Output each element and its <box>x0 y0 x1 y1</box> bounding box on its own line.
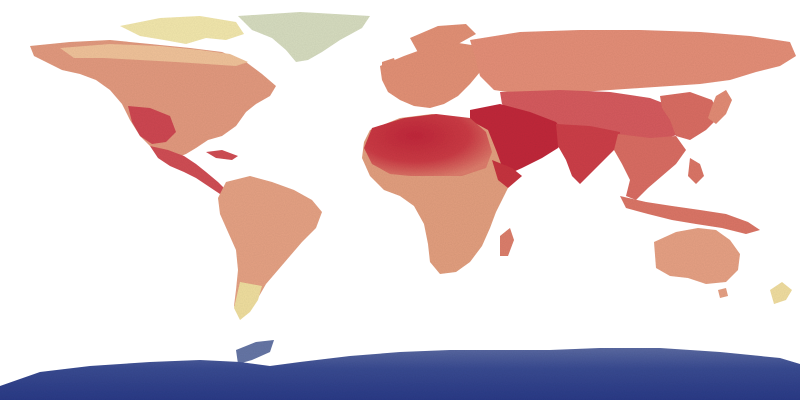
indonesia-shape <box>620 196 760 234</box>
scandinavia-shape <box>410 24 476 56</box>
new-zealand-shape <box>770 282 792 304</box>
south-asia-shape <box>556 124 620 184</box>
central-asia-shape <box>500 90 690 140</box>
horn-of-africa-shape <box>492 160 522 188</box>
patagonia-shape <box>234 282 262 320</box>
uk-shape <box>382 58 398 82</box>
antarctica-shape <box>0 348 800 400</box>
usa-southwest-shape <box>128 106 176 144</box>
greenland-shape <box>238 12 370 62</box>
sahara-shape <box>364 114 492 176</box>
land-layer <box>0 12 800 400</box>
canada-north-shape <box>60 44 248 66</box>
central-america-shape <box>150 146 226 194</box>
tasmania-shape <box>718 288 728 298</box>
north-america-shape <box>30 40 276 158</box>
russia-shape <box>470 30 796 94</box>
east-asia-shape <box>660 92 720 140</box>
caribbean-shape <box>206 150 238 160</box>
south-america-shape <box>218 176 322 316</box>
antarctic-peninsula-shape <box>236 340 274 364</box>
southeast-asia-shape <box>614 134 686 200</box>
australia-shape <box>654 228 740 284</box>
philippines-shape <box>688 158 704 184</box>
arctic-islands-shape <box>120 16 244 44</box>
madagascar-shape <box>500 228 514 256</box>
europe-shape <box>380 42 488 108</box>
japan-shape <box>708 90 732 124</box>
